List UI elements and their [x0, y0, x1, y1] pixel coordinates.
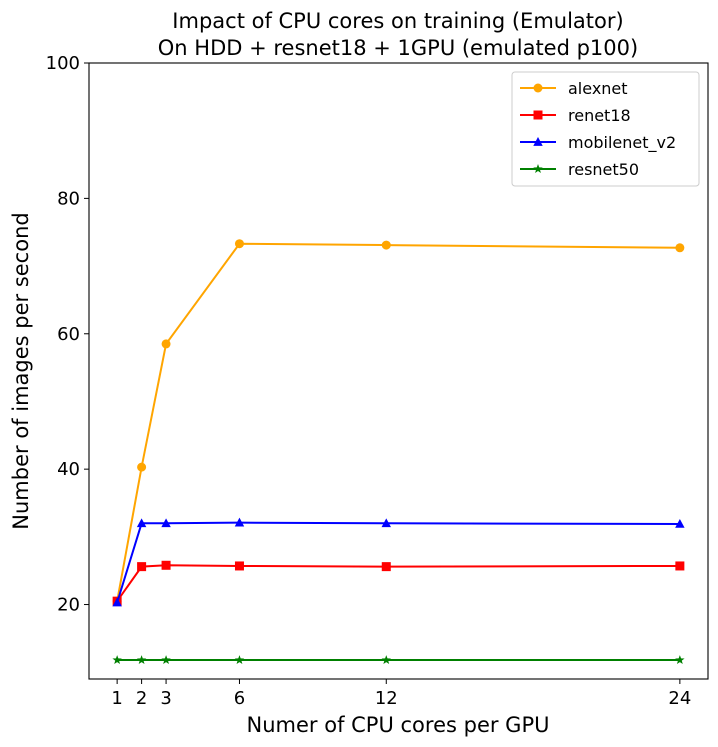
data-point-mobilenet_v2-6	[234, 517, 245, 527]
x-tick-label-12: 12	[375, 688, 398, 709]
x-tick-label-24: 24	[668, 688, 691, 709]
legend-marker-renet18	[533, 110, 543, 120]
y-tick-label-20: 20	[57, 595, 80, 616]
data-point-alexnet-6	[234, 239, 244, 249]
legend-entry-mobilenet_v2: mobilenet_v2	[520, 133, 676, 153]
x-tick-label-3: 3	[160, 688, 171, 709]
y-tick-label-40: 40	[57, 459, 80, 480]
legend-box	[511, 71, 700, 187]
y-tick-label-100: 100	[46, 53, 80, 74]
legend-entry-alexnet: alexnet	[520, 79, 628, 98]
chart-title-line2: On HDD + resnet18 + 1GPU (emulated p100)	[158, 36, 638, 60]
series-mobilenet_v2	[112, 517, 685, 607]
data-point-renet18-2	[137, 562, 147, 572]
series-line-alexnet	[116, 242, 680, 602]
data-point-mobilenet_v2-1	[112, 597, 122, 607]
series-resnet50	[112, 655, 685, 665]
data-point-resnet50-3	[161, 655, 171, 665]
chart-title-line1: Impact of CPU cores on training (Emulato…	[172, 9, 623, 33]
data-point-resnet50-2	[136, 655, 147, 665]
x-tick-label-2: 2	[136, 688, 147, 709]
data-point-renet18-12	[381, 562, 391, 572]
data-point-renet18-3	[161, 560, 171, 570]
data-point-resnet50-1	[112, 655, 122, 665]
data-point-alexnet-12	[381, 240, 391, 250]
series-renet18	[112, 560, 685, 606]
legend-label-resnet50: resnet50	[568, 160, 639, 179]
legend-label-renet18: renet18	[568, 106, 631, 125]
legend-label-mobilenet_v2: mobilenet_v2	[568, 133, 676, 153]
data-point-resnet50-6	[234, 655, 245, 665]
data-point-alexnet-3	[161, 339, 171, 349]
data-point-alexnet-2	[137, 462, 147, 472]
data-point-resnet50-24	[675, 655, 685, 665]
data-point-mobilenet_v2-2	[136, 518, 147, 528]
data-point-mobilenet_v2-12	[381, 518, 391, 528]
legend-marker-alexnet	[533, 83, 543, 93]
y-axis-label: Number of images per second	[9, 212, 33, 529]
x-axis-label: Numer of CPU cores per GPU	[247, 713, 550, 737]
y-tick-label-60: 60	[57, 324, 80, 345]
x-tick-label-6: 6	[234, 688, 245, 709]
series-alexnet	[112, 239, 685, 606]
x-tick-label-1: 1	[111, 688, 122, 709]
legend-entry-resnet50: resnet50	[520, 160, 639, 179]
plot-area	[112, 239, 685, 665]
y-tick-label-80: 80	[57, 188, 80, 209]
data-point-mobilenet_v2-3	[161, 518, 171, 528]
plot-frame	[88, 62, 709, 680]
legend-marker-mobilenet_v2	[533, 137, 543, 146]
data-point-resnet50-12	[381, 655, 391, 665]
legend-label-alexnet: alexnet	[568, 79, 628, 98]
data-point-alexnet-24	[675, 243, 685, 253]
legend-marker-resnet50	[533, 164, 543, 173]
legend: alexnet renet18 mobilenet_v2 resnet50	[511, 71, 700, 187]
data-point-renet18-6	[234, 561, 244, 571]
legend-entry-renet18: renet18	[520, 106, 631, 125]
data-point-renet18-24	[675, 561, 685, 571]
series-line-renet18	[116, 564, 680, 602]
series-line-mobilenet_v2	[116, 521, 680, 603]
data-point-mobilenet_v2-24	[675, 519, 685, 528]
